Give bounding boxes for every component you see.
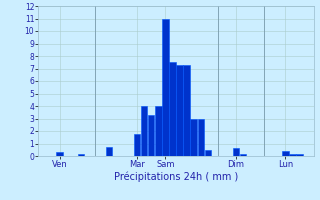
Bar (197, 118, 204, 156)
Bar (240, 154, 246, 156)
Bar (282, 151, 289, 156)
Bar (169, 62, 176, 156)
Bar (233, 148, 239, 156)
Bar (289, 154, 296, 156)
Bar (204, 150, 211, 156)
Bar (106, 147, 112, 156)
Bar (56, 152, 63, 156)
Bar (141, 106, 148, 156)
Bar (162, 19, 169, 156)
Bar (134, 134, 140, 156)
Bar (155, 106, 162, 156)
Bar (176, 65, 183, 156)
Bar (183, 65, 190, 156)
Bar (77, 154, 84, 156)
Bar (190, 118, 197, 156)
Bar (296, 154, 303, 156)
X-axis label: Précipitations 24h ( mm ): Précipitations 24h ( mm ) (114, 172, 238, 182)
Bar (148, 115, 155, 156)
